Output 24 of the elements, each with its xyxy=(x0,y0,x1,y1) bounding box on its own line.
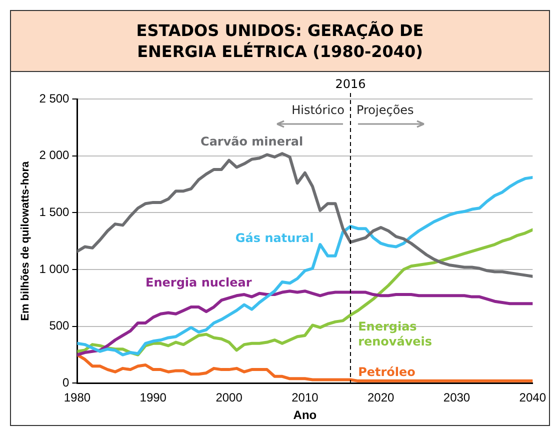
y-tick-label: 500 xyxy=(49,318,70,333)
series-label: Energia nuclear xyxy=(146,275,252,290)
x-tick-label: 1990 xyxy=(140,390,167,405)
y-tick-label: 0 xyxy=(62,376,70,390)
y-tick-label: 1 500 xyxy=(39,204,70,219)
series-label: Gás natural xyxy=(235,230,314,245)
x-tick-label: 2040 xyxy=(519,390,546,405)
series-label: Energias renováveis xyxy=(358,320,432,349)
x-tick-label: 2020 xyxy=(367,390,395,405)
series-label: Carvão mineral xyxy=(200,134,304,148)
x-axis-title: Ano xyxy=(293,408,317,422)
annotation: Projeções xyxy=(356,103,414,118)
x-tick-label: 2000 xyxy=(216,390,243,405)
y-axis-title: Em bilhões de quilowatts-hora xyxy=(20,160,32,321)
annotation: Histórico xyxy=(292,103,344,118)
y-tick-label: 1 000 xyxy=(39,262,70,276)
x-tick-label: 1980 xyxy=(64,390,91,405)
x-tick-label: 2030 xyxy=(443,390,470,405)
ref-line-label: 2016 xyxy=(335,77,366,92)
x-tick-label: 2010 xyxy=(292,390,319,405)
y-tick-label: 2 500 xyxy=(39,91,70,106)
y-tick-label: 2 000 xyxy=(39,148,70,162)
chart-title: ESTADOS UNIDOS: GERAÇÃO DE ENERGIA ELÉTRICA (1980-2040) xyxy=(11,11,549,72)
series-label: Petróleo xyxy=(358,365,416,380)
